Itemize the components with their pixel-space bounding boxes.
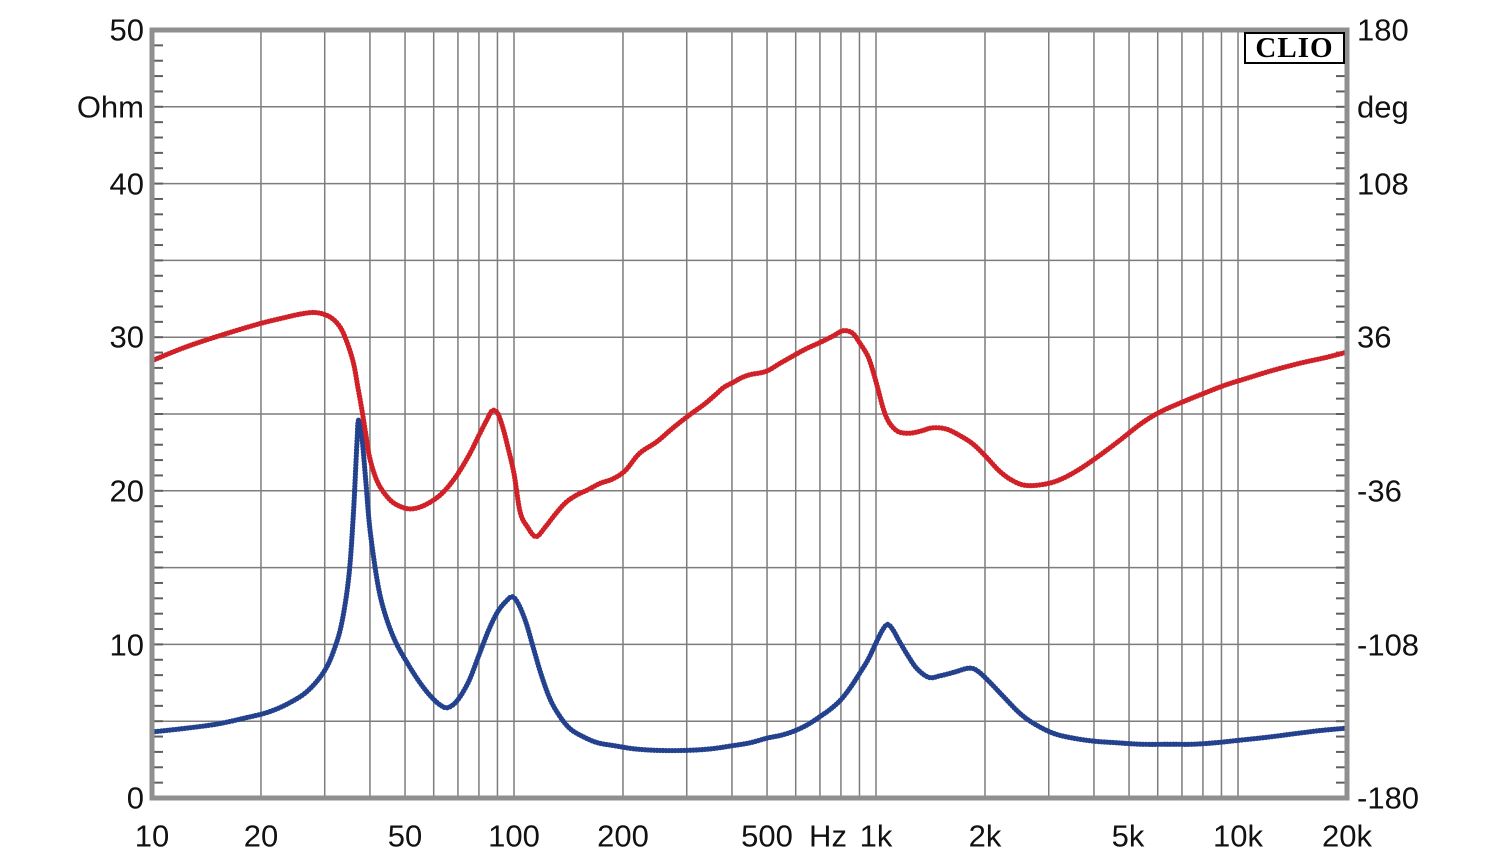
x-tick-label: 500: [741, 818, 793, 854]
y-left-axis-unit: Ohm: [76, 89, 144, 125]
x-tick-label: 100: [488, 818, 540, 854]
x-tick-label: 5k: [1111, 818, 1145, 854]
y-right-tick-label: -36: [1357, 473, 1402, 509]
y-right-tick-label: -108: [1357, 627, 1420, 662]
x-axis-unit: Hz: [809, 818, 847, 854]
y-right-tick-label: 180: [1357, 12, 1409, 48]
y-right-tick-label: 108: [1357, 166, 1409, 201]
x-tick-label: 1k: [859, 818, 893, 854]
y-left-tick-label: 40: [109, 166, 144, 201]
y-right-axis-unit: deg: [1357, 89, 1409, 125]
impedance-magnitude-curve: [149, 417, 1350, 754]
y-left-tick-label: 20: [109, 473, 144, 509]
x-tick-label: 10: [134, 818, 170, 854]
plot-frame: [149, 27, 1350, 801]
x-tick-label: 20k: [1322, 818, 1372, 854]
y-right-tick-label: -180: [1357, 780, 1420, 816]
impedance-phase-curve: [149, 309, 1350, 540]
y-left-tick-label: 10: [109, 627, 144, 662]
x-tick-label: 50: [387, 818, 423, 854]
y-left-tick-label: 0: [126, 780, 144, 816]
y-left-tick-label: 30: [109, 319, 144, 355]
x-tick-label: 200: [597, 818, 649, 854]
y-right-tick-label: 36: [1357, 319, 1392, 355]
y-left-tick-label: 50: [109, 12, 144, 48]
clio-logo: CLIO: [1244, 32, 1345, 64]
x-tick-label: 20: [243, 818, 279, 854]
x-tick-label: 2k: [968, 818, 1002, 854]
x-tick-label: 10k: [1213, 818, 1263, 854]
